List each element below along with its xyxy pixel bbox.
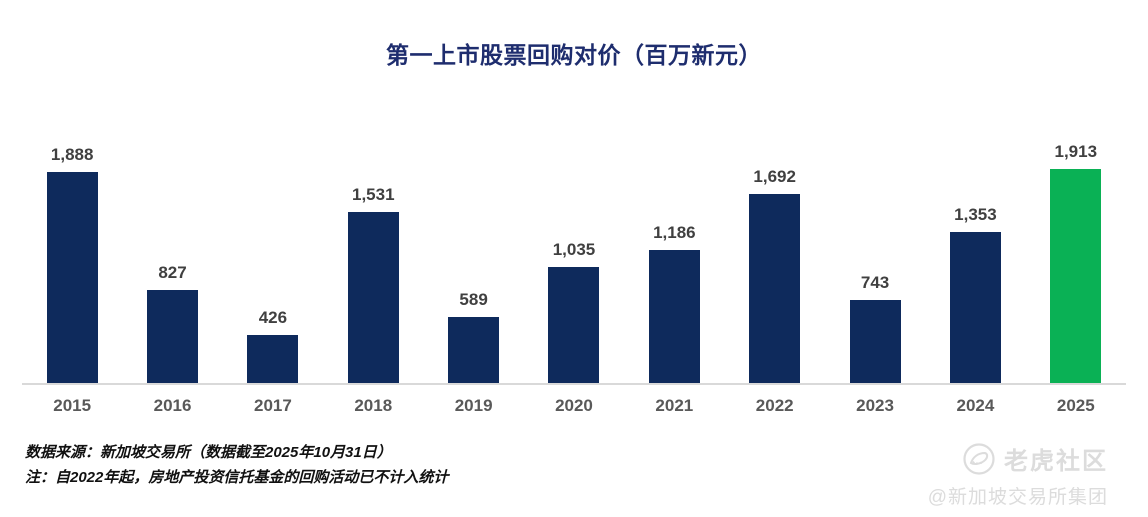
bar-value-label: 589 [459,290,488,309]
watermark: 老虎社区 @新加坡交易所集团 [928,441,1108,509]
watermark-handle: @新加坡交易所集团 [927,487,1108,508]
watermark-top: 老虎社区 [928,441,1108,476]
bar [448,317,500,383]
bar-column: 1,353 [925,205,1025,383]
bar-value-label: 1,186 [653,223,696,242]
x-axis-tick-label: 2021 [655,396,694,415]
bar-column: 743 [825,273,925,383]
bar [46,172,98,383]
x-axis-tick-label: 2022 [755,396,794,415]
x-axis-tick-label: 2015 [53,396,92,415]
bar-value-label: 1,692 [753,167,796,186]
bar-value-label: 1,353 [954,205,997,224]
bar-column: 1,035 [524,240,624,383]
x-axis-tick-label: 2016 [153,396,192,415]
bar [147,290,199,383]
x-axis-tick-label: 2025 [1056,396,1095,415]
x-axis-tick-label: 2024 [956,396,995,415]
bar [949,232,1001,383]
bar [1050,169,1102,383]
bar-column: 426 [223,308,323,383]
source-note: 数据来源：新加坡交易所（数据截至2025年10月31日） [25,444,392,461]
chart-title: 第一上市股票回购对价（百万新元） [386,42,762,68]
bar-chart: 1,888 827 426 1,531 589 1,035 1,186 1,692 743 1,3… [22,136,1126,416]
chart-canvas: 第一上市股票回购对价（百万新元） 1,888 827 426 1,531 589 1,03… [0,36,1148,517]
bar-value-label: 1,913 [1054,142,1098,161]
bar-value-label: 1,035 [552,240,596,259]
bar-column: 589 [423,290,523,383]
bar-column: 827 [122,263,222,383]
bar-value-label: 743 [860,273,890,292]
footer: 数据来源：新加坡交易所（数据截至2025年10月31日） 注：自2022年起，房… [25,441,1108,509]
bar [849,300,901,383]
x-axis-tick-label: 2023 [856,396,894,415]
bar [548,267,600,383]
bar-value-label: 827 [158,263,187,282]
bars-row: 1,888 827 426 1,531 589 1,035 1,186 1,692 743 1,3… [22,136,1126,383]
methodology-note: 注：自2022年起，房地产投资信托基金的回购活动已不计入统计 [25,468,449,486]
bar-column: 1,913 [1026,142,1126,383]
watermark-brand: 老虎社区 [1004,448,1108,475]
x-axis-tick-label: 2018 [354,396,393,415]
bar-column: 1,888 [22,145,122,383]
x-axis-baseline [22,383,1126,385]
tiger-icon [962,442,996,476]
bar-value-label: 1,531 [351,185,395,204]
footnotes: 数据来源：新加坡交易所（数据截至2025年10月31日） 注：自2022年起，房… [25,441,448,491]
bar [347,212,399,383]
x-axis-tick-label: 2019 [454,396,493,415]
bar-column: 1,531 [323,185,423,383]
bar-column: 1,692 [725,167,825,383]
bar [749,194,801,383]
bar-value-label: 426 [258,308,288,327]
bar-value-label: 1,888 [50,145,94,164]
x-axis-labels: 2015 2016 2017 2018 2019 2020 2021 2022 2023 2024… [22,396,1126,416]
x-axis-tick-label: 2020 [555,396,593,415]
bar [247,335,299,383]
bar-column: 1,186 [624,223,724,383]
bar [648,250,700,383]
x-axis-tick-label: 2017 [253,396,292,415]
